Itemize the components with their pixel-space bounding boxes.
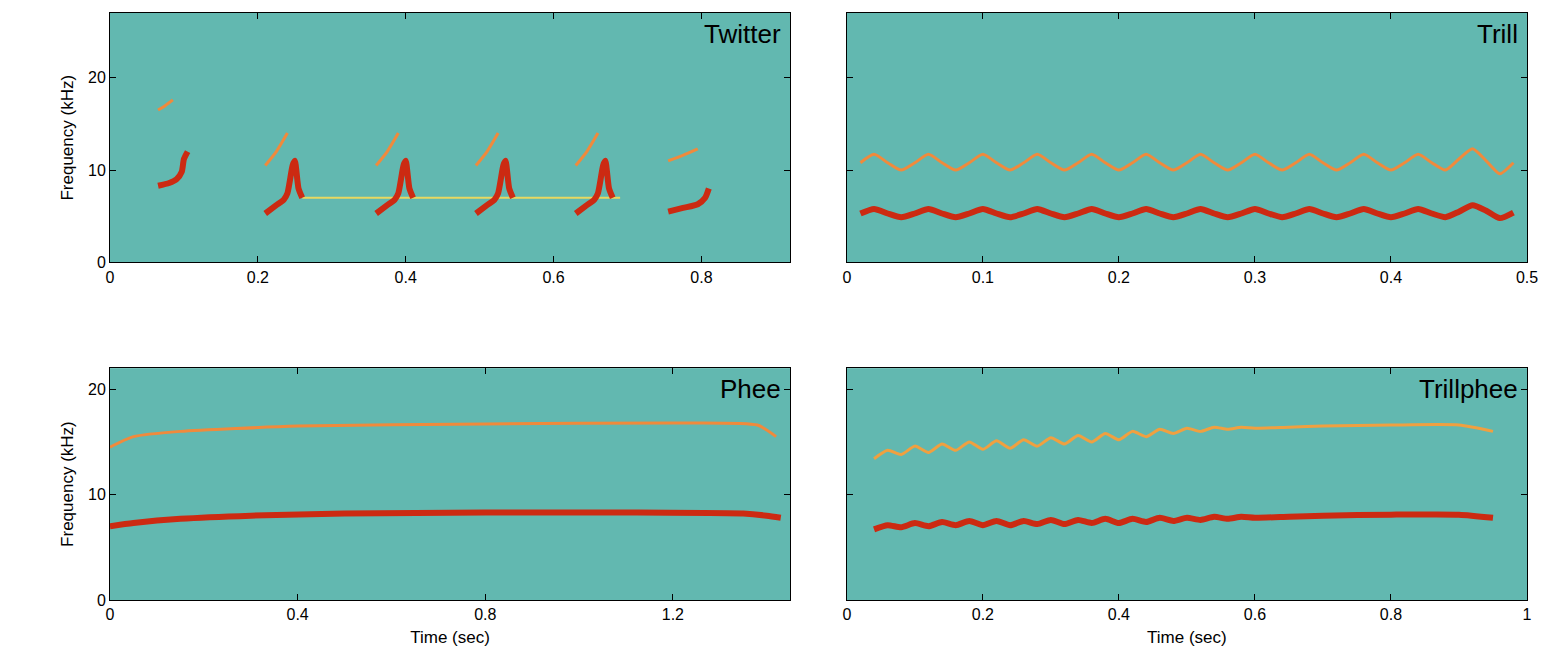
svg-text:Trillphee: Trillphee: [1419, 374, 1518, 404]
svg-text:Frequency (kHz): Frequency (kHz): [58, 421, 77, 547]
svg-text:1.2: 1.2: [662, 606, 684, 623]
svg-text:Twitter: Twitter: [704, 19, 781, 49]
svg-text:0: 0: [97, 592, 106, 609]
svg-text:1: 1: [1523, 606, 1532, 623]
svg-text:Frequency (kHz): Frequency (kHz): [58, 75, 77, 201]
svg-text:0.3: 0.3: [1244, 269, 1266, 286]
svg-text:Time (sec): Time (sec): [1147, 628, 1227, 647]
svg-text:20: 20: [88, 69, 106, 86]
svg-text:0.4: 0.4: [1380, 269, 1402, 286]
svg-text:0: 0: [97, 254, 106, 271]
svg-text:0.2: 0.2: [1108, 269, 1130, 286]
svg-text:10: 10: [88, 486, 106, 503]
svg-text:20: 20: [88, 381, 106, 398]
svg-text:10: 10: [88, 162, 106, 179]
svg-text:0: 0: [842, 606, 851, 623]
svg-text:0.8: 0.8: [690, 269, 712, 286]
svg-text:0.1: 0.1: [972, 269, 994, 286]
svg-text:0.8: 0.8: [474, 606, 496, 623]
svg-text:0: 0: [842, 269, 851, 286]
svg-text:0: 0: [106, 269, 115, 286]
svg-text:0.4: 0.4: [287, 606, 309, 623]
svg-text:0: 0: [106, 606, 115, 623]
svg-text:0.8: 0.8: [1380, 606, 1402, 623]
svg-text:0.6: 0.6: [1244, 606, 1266, 623]
svg-text:Trill: Trill: [1477, 19, 1518, 49]
svg-text:0.2: 0.2: [247, 269, 269, 286]
svg-text:0.6: 0.6: [542, 269, 564, 286]
svg-text:0.4: 0.4: [1108, 606, 1130, 623]
svg-text:0.4: 0.4: [395, 269, 417, 286]
svg-text:0.2: 0.2: [972, 606, 994, 623]
svg-text:0.5: 0.5: [1516, 269, 1538, 286]
svg-text:Time (sec): Time (sec): [410, 628, 490, 647]
svg-text:Phee: Phee: [720, 374, 781, 404]
